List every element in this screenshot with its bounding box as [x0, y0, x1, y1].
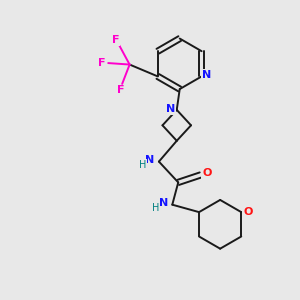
Text: F: F: [98, 58, 105, 68]
Text: N: N: [202, 70, 212, 80]
Text: O: O: [243, 206, 253, 217]
Text: N: N: [166, 104, 175, 114]
Text: N: N: [146, 155, 154, 165]
Text: H: H: [139, 160, 146, 170]
Text: O: O: [202, 168, 212, 178]
Text: F: F: [112, 35, 119, 45]
Text: F: F: [117, 85, 124, 95]
Text: N: N: [159, 198, 168, 208]
Text: H: H: [152, 203, 160, 213]
